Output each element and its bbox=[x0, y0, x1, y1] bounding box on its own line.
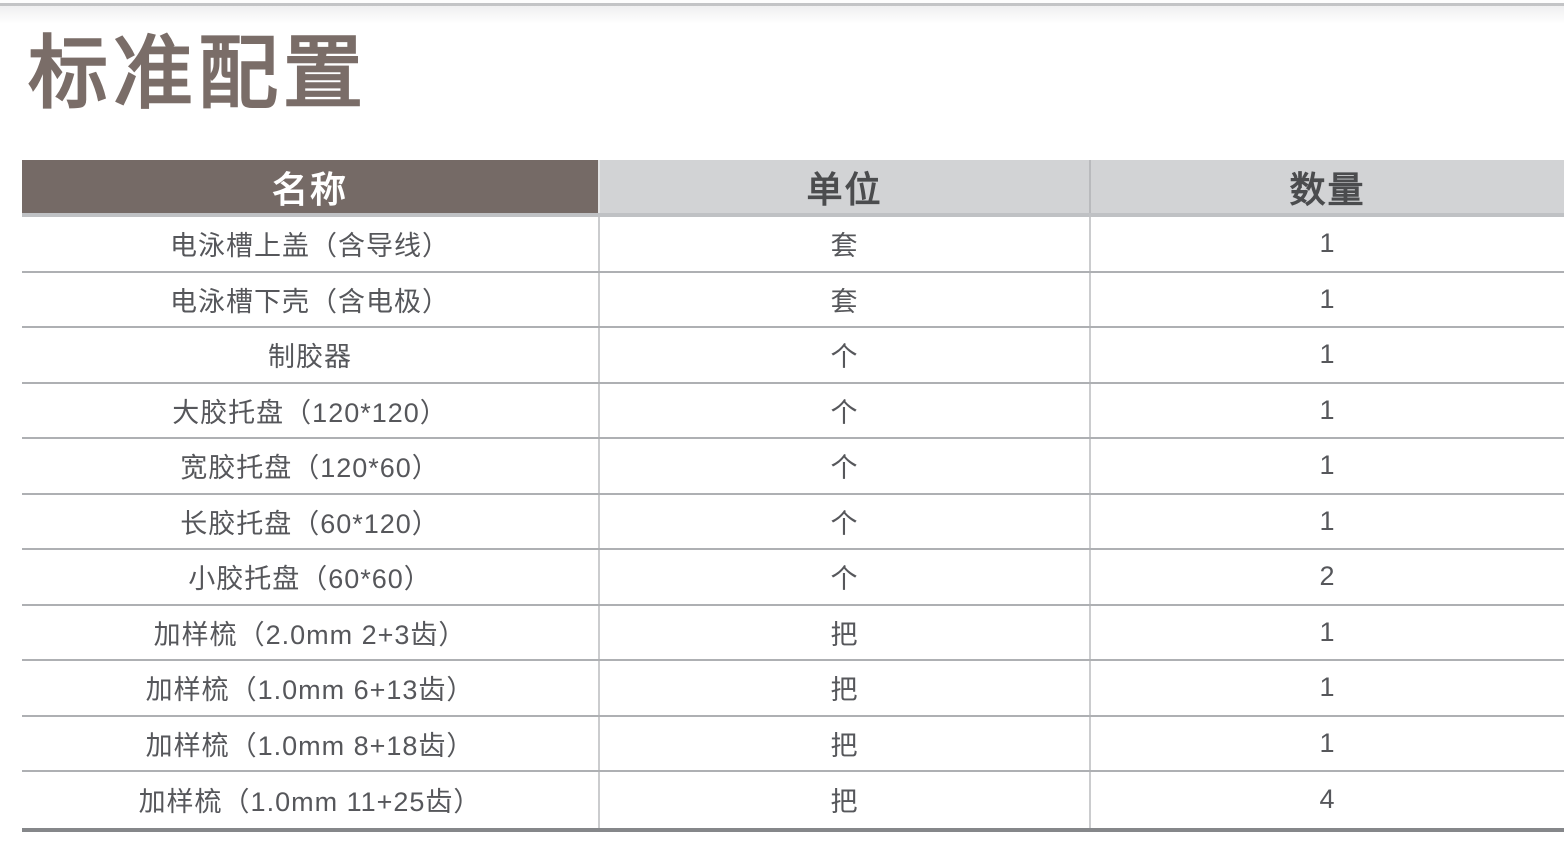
item-quantity-cell: 1 bbox=[1089, 716, 1564, 770]
item-unit-cell: 个 bbox=[598, 550, 1089, 604]
column-header-unit: 单位 bbox=[598, 160, 1089, 213]
item-quantity-cell: 4 bbox=[1089, 772, 1564, 828]
table-row: 宽胶托盘（120*60） 个 1 bbox=[22, 439, 1564, 495]
item-unit-cell: 个 bbox=[598, 439, 1089, 493]
table-row: 电泳槽上盖（含导线） 套 1 bbox=[22, 217, 1564, 273]
table-row: 电泳槽下壳（含电极） 套 1 bbox=[22, 272, 1564, 328]
item-quantity-cell: 2 bbox=[1089, 550, 1564, 604]
item-quantity-cell: 1 bbox=[1089, 494, 1564, 548]
item-quantity-cell: 1 bbox=[1089, 661, 1564, 715]
item-quantity-cell: 1 bbox=[1089, 272, 1564, 326]
item-quantity-cell: 1 bbox=[1089, 605, 1564, 659]
item-name-cell: 加样梳（2.0mm 2+3齿） bbox=[153, 619, 467, 650]
item-name-cell: 加样梳（1.0mm 6+13齿） bbox=[145, 675, 475, 706]
item-quantity-cell: 1 bbox=[1089, 328, 1564, 382]
item-name-cell: 宽胶托盘（120*60） bbox=[180, 453, 440, 484]
item-unit-cell: 把 bbox=[598, 605, 1089, 659]
item-unit-cell: 套 bbox=[598, 217, 1089, 271]
table-row: 加样梳（1.0mm 8+18齿） 把 1 bbox=[22, 716, 1564, 772]
column-header-name: 名称 bbox=[22, 160, 598, 213]
item-name-cell: 小胶托盘（60*60） bbox=[188, 564, 432, 595]
table-body: 电泳槽上盖（含导线） 套 1 电泳槽下壳（含电极） 套 1 制胶器 个 1 大胶… bbox=[22, 217, 1564, 828]
item-unit-cell: 个 bbox=[598, 328, 1089, 382]
item-unit-cell: 把 bbox=[598, 772, 1089, 828]
item-unit-cell: 个 bbox=[598, 494, 1089, 548]
item-quantity-cell: 1 bbox=[1089, 383, 1564, 437]
table-header-row: 名称 单位 数量 bbox=[22, 160, 1564, 217]
table-row: 长胶托盘（60*120） 个 1 bbox=[22, 494, 1564, 550]
item-name-cell: 大胶托盘（120*120） bbox=[172, 397, 448, 428]
item-name-cell: 加样梳（1.0mm 8+18齿） bbox=[145, 730, 475, 761]
item-name-cell: 制胶器 bbox=[268, 342, 352, 373]
column-header-quantity: 数量 bbox=[1089, 160, 1564, 213]
item-name-cell: 长胶托盘（60*120） bbox=[180, 508, 440, 539]
standard-config-table: 名称 单位 数量 电泳槽上盖（含导线） 套 1 电泳槽下壳（含电极） 套 1 制… bbox=[22, 160, 1564, 832]
item-unit-cell: 套 bbox=[598, 272, 1089, 326]
page-top-edge bbox=[0, 0, 1564, 24]
page-title: 标准配置 bbox=[28, 29, 368, 118]
table-row: 大胶托盘（120*120） 个 1 bbox=[22, 383, 1564, 439]
item-unit-cell: 把 bbox=[598, 661, 1089, 715]
table-row: 加样梳（2.0mm 2+3齿） 把 1 bbox=[22, 605, 1564, 661]
item-name-cell: 电泳槽上盖（含导线） bbox=[170, 231, 450, 262]
item-name-cell: 电泳槽下壳（含电极） bbox=[170, 286, 450, 317]
item-unit-cell: 把 bbox=[598, 716, 1089, 770]
table-row: 加样梳（1.0mm 11+25齿） 把 4 bbox=[22, 772, 1564, 828]
item-quantity-cell: 1 bbox=[1089, 439, 1564, 493]
table-row: 小胶托盘（60*60） 个 2 bbox=[22, 550, 1564, 606]
item-name-cell: 加样梳（1.0mm 11+25齿） bbox=[138, 787, 482, 818]
table-row: 制胶器 个 1 bbox=[22, 328, 1564, 384]
item-unit-cell: 个 bbox=[598, 383, 1089, 437]
item-quantity-cell: 1 bbox=[1089, 217, 1564, 271]
table-row: 加样梳（1.0mm 6+13齿） 把 1 bbox=[22, 661, 1564, 717]
